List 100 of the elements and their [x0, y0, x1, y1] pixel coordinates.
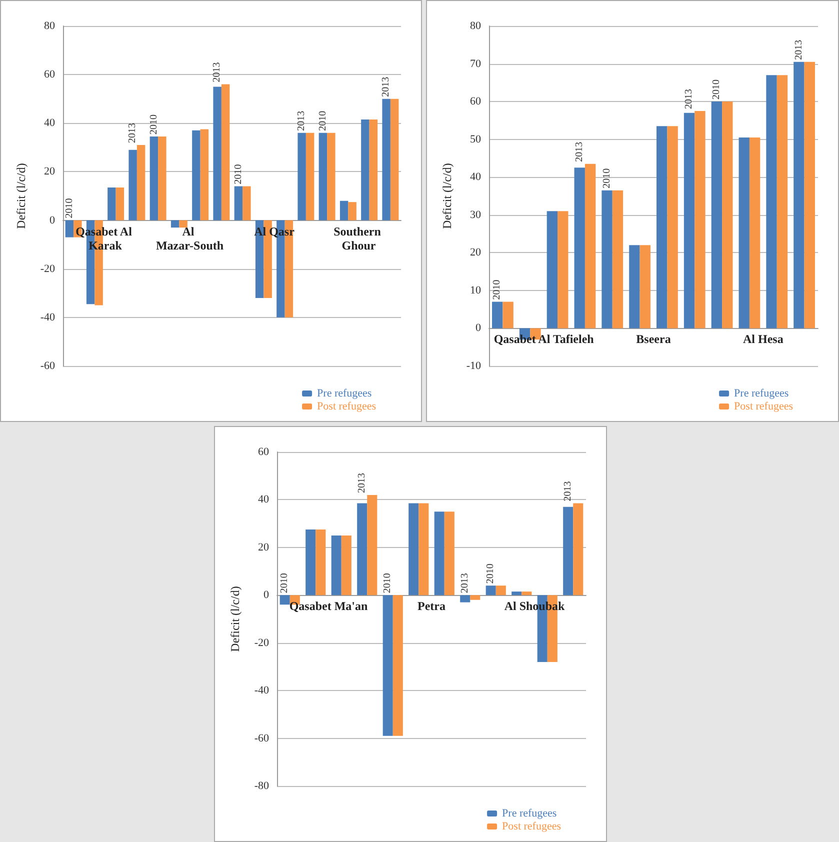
bar — [492, 302, 503, 328]
x-tick-label: 2010 — [232, 164, 244, 184]
annotation: Petra — [418, 599, 446, 614]
y-tick-label: 40 — [44, 117, 56, 130]
y-tick-label: 40 — [258, 494, 270, 506]
legend-label: Post refugees — [317, 400, 376, 412]
x-tick-label: 2010 — [485, 564, 496, 584]
y-tick-label: 30 — [470, 208, 482, 221]
y-tick-label: -20 — [40, 262, 56, 275]
bar — [136, 145, 146, 220]
x-tick-label: 2010 — [601, 168, 612, 188]
y-axis-title: Deficit (l/c/d) — [440, 163, 454, 229]
x-tick-label: 2010 — [317, 110, 328, 131]
bar — [496, 586, 506, 596]
bar — [460, 595, 470, 602]
bar — [434, 512, 444, 596]
legend-label: Post refugees — [502, 820, 562, 832]
x-tick-label: 2010 — [64, 198, 75, 218]
bar — [612, 190, 624, 328]
y-tick-label: -80 — [254, 780, 270, 792]
bar — [331, 536, 342, 596]
bar — [348, 202, 356, 220]
y-tick-label: 0 — [264, 589, 270, 602]
bar — [563, 506, 574, 596]
x-tick-label: 2013 — [793, 40, 804, 60]
x-tick-label: 2013 — [356, 472, 368, 493]
bar — [192, 130, 200, 220]
bar — [656, 126, 668, 328]
bar — [382, 595, 393, 736]
legend-label: Pre refugees — [734, 388, 789, 400]
y-tick-label: 20 — [470, 246, 482, 259]
bar — [722, 102, 733, 328]
bar — [667, 126, 678, 328]
bar — [574, 168, 585, 328]
bar — [327, 132, 336, 220]
bar — [179, 220, 188, 228]
y-tick-label: -60 — [40, 360, 56, 372]
bar — [65, 220, 74, 238]
y-tick-label: 0 — [476, 322, 482, 334]
bar — [418, 503, 429, 596]
bar — [629, 245, 640, 328]
annotation: Qasabet Al Tafieleh — [494, 332, 594, 346]
bar — [213, 86, 222, 220]
bar — [234, 186, 243, 220]
bar — [390, 98, 399, 220]
x-tick-label: 2013 — [127, 123, 138, 143]
bar — [306, 132, 314, 220]
bar — [694, 111, 706, 328]
x-tick-label: 2010 — [148, 114, 160, 134]
y-tick-label: 40 — [470, 171, 482, 184]
bar — [602, 190, 612, 328]
bar — [776, 75, 788, 328]
y-tick-label: -40 — [254, 684, 270, 697]
bar — [340, 200, 348, 220]
bar — [766, 75, 777, 328]
y-tick-label: 0 — [50, 214, 56, 226]
y-tick-label: -10 — [466, 360, 482, 372]
bar — [640, 245, 650, 328]
bar — [158, 136, 166, 220]
bar — [116, 188, 124, 220]
y-tick-label: 20 — [258, 541, 270, 554]
legend-label: Post refugees — [734, 400, 794, 412]
bar — [369, 120, 378, 220]
bar — [408, 503, 419, 596]
bar — [794, 62, 804, 328]
y-tick-label: 60 — [470, 96, 482, 108]
bar — [361, 120, 370, 220]
x-tick-label: 2013 — [684, 89, 695, 109]
bar — [318, 132, 328, 220]
y-tick-label: 60 — [44, 68, 56, 81]
annotation: Southern Ghour — [334, 224, 384, 252]
bar — [242, 186, 251, 220]
annotation: Bseera — [636, 332, 671, 346]
y-tick-label: 20 — [44, 166, 56, 178]
x-tick-label: 2013 — [459, 573, 470, 594]
y-axis-title: Deficit (l/c/d) — [228, 586, 242, 652]
annotation: Al Mazar-South — [156, 224, 224, 252]
y-tick-label: 70 — [470, 58, 482, 70]
bar — [392, 595, 403, 736]
bar — [558, 211, 568, 328]
x-tick-label: 2013 — [562, 481, 574, 502]
y-axis-title: Deficit (l/c/d) — [14, 163, 28, 229]
legend-label: Pre refugees — [317, 388, 372, 400]
bar — [200, 129, 209, 220]
bar — [711, 102, 722, 328]
legend-label: Pre refugees — [502, 808, 557, 820]
bar — [255, 220, 264, 298]
bar — [316, 530, 326, 596]
x-tick-label: 2013 — [574, 142, 585, 162]
bar — [486, 586, 496, 596]
y-tick-label: -60 — [254, 732, 270, 744]
x-tick-label: 2010 — [711, 80, 722, 100]
bar — [170, 220, 180, 228]
y-tick-label: -20 — [254, 636, 270, 649]
y-tick-label: 80 — [470, 20, 482, 32]
annotation: Qasabet Ma'an — [289, 599, 368, 614]
x-tick-label: 2013 — [380, 76, 392, 97]
bar — [573, 503, 584, 596]
y-tick-label: 10 — [470, 284, 482, 296]
y-tick-label: 50 — [470, 133, 482, 146]
